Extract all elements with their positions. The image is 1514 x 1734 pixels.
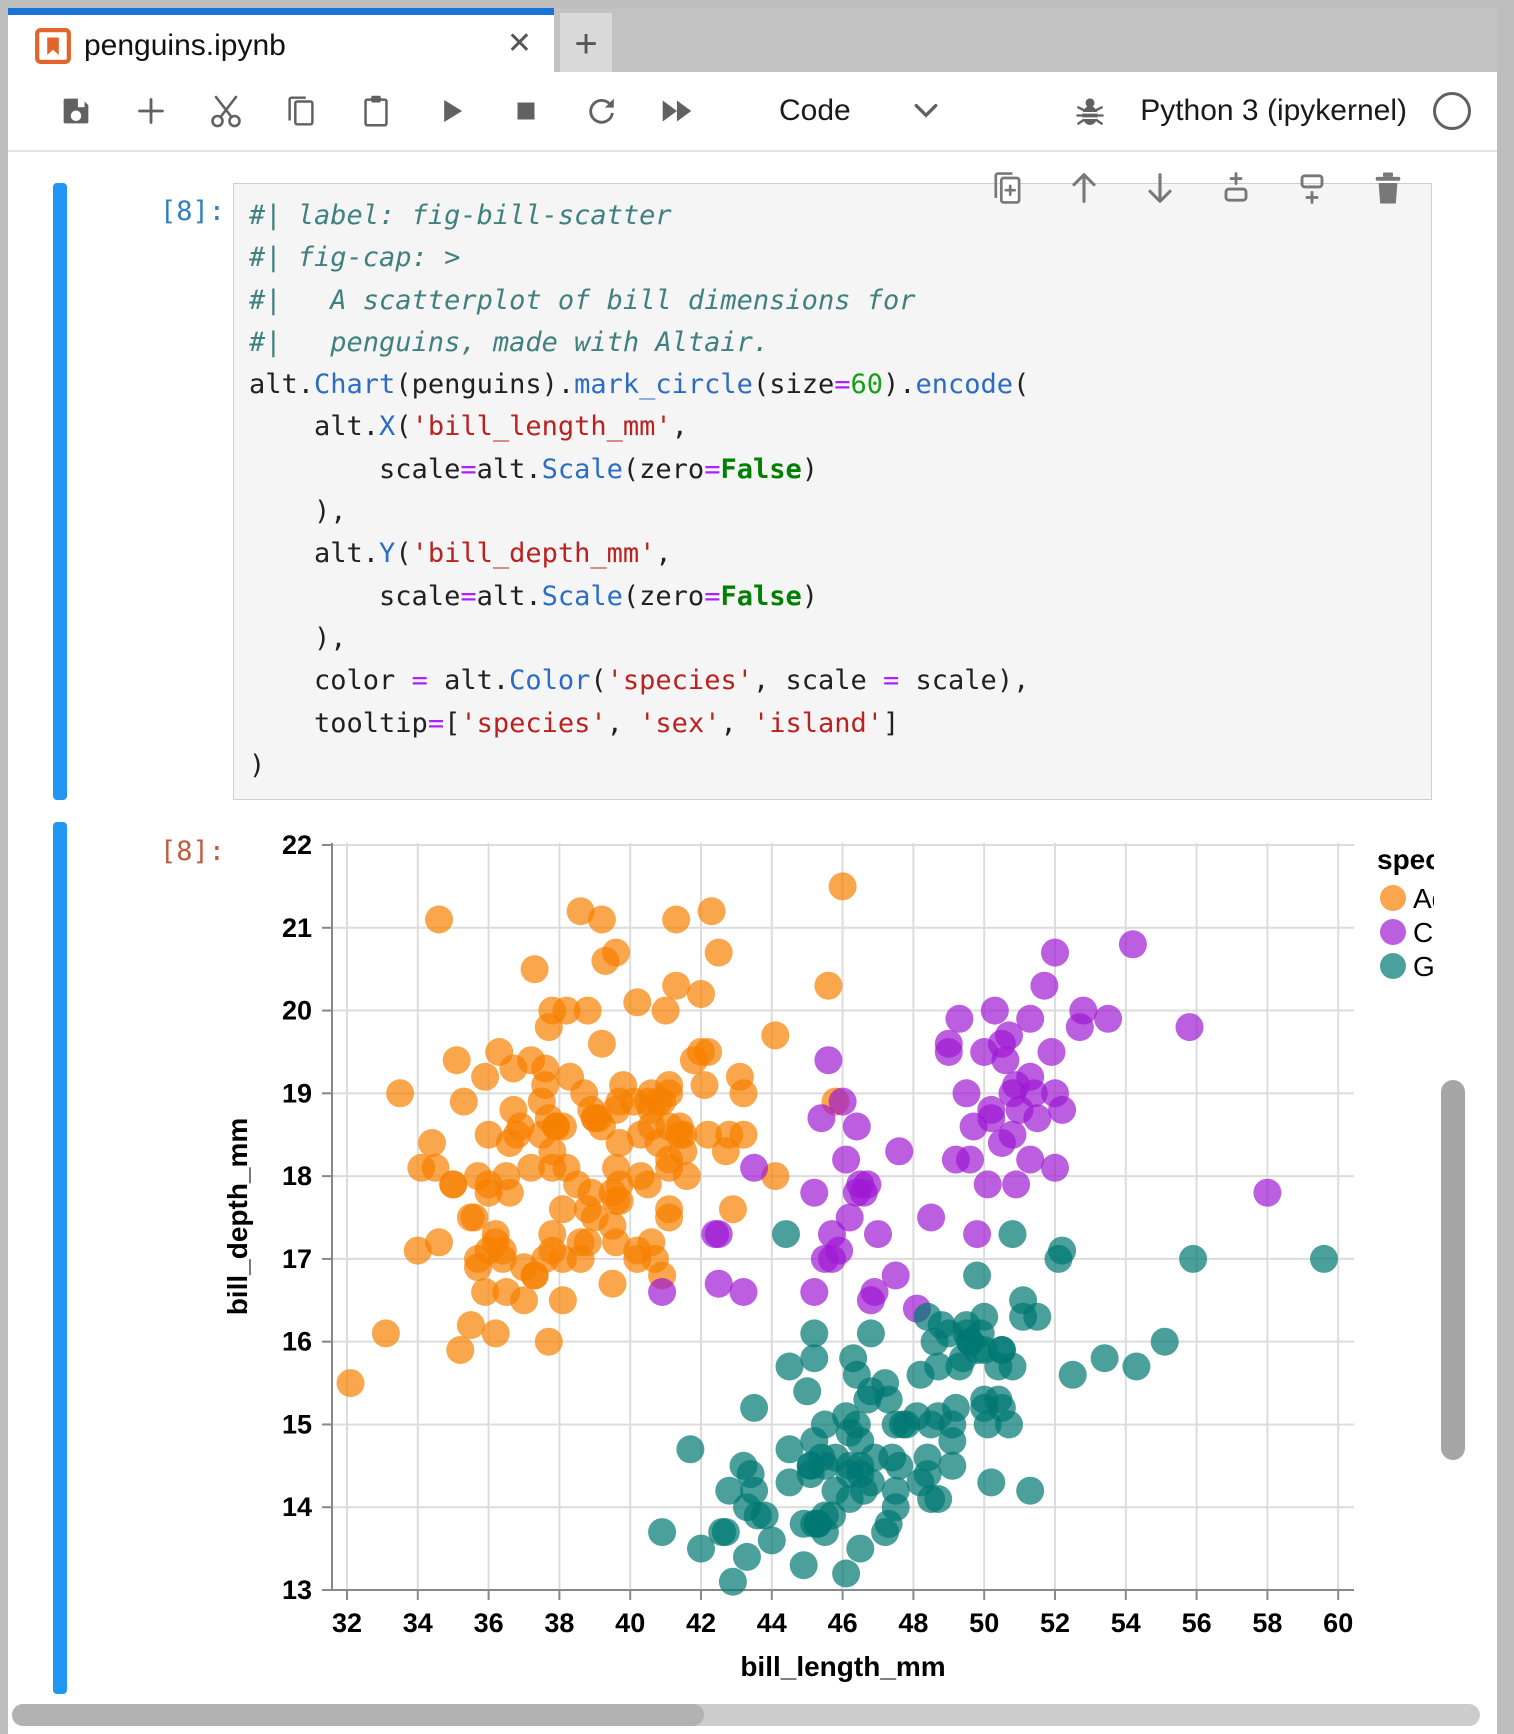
cell-collapser-output[interactable]: [53, 822, 67, 1694]
delete-cell-button[interactable]: [1368, 168, 1408, 208]
tab-title: penguins.ipynb: [84, 29, 286, 62]
chevron-down-icon[interactable]: [913, 101, 939, 121]
insert-cell-button[interactable]: [131, 91, 171, 131]
output-prompt: [8]:: [159, 836, 225, 867]
insert-cell-above-button[interactable]: [1216, 168, 1256, 208]
restart-run-all-button[interactable]: [656, 91, 696, 131]
move-cell-up-button[interactable]: [1064, 168, 1104, 208]
code-content: #| label: fig-bill-scatter #| fig-cap: > #…: [249, 200, 1030, 781]
duplicate-cell-button[interactable]: [988, 168, 1028, 208]
vertical-scrollbar-thumb[interactable]: [1441, 1080, 1465, 1460]
cell-toolbar: [988, 168, 1408, 208]
tab-bar: penguins.ipynb ✕ +: [8, 8, 1497, 75]
insert-cell-below-button[interactable]: [1292, 168, 1332, 208]
tab-penguins-ipynb[interactable]: penguins.ipynb ✕: [8, 8, 554, 72]
notebook-toolbar: Code Python 3 (ipykernel): [8, 72, 1497, 152]
restart-kernel-button[interactable]: [581, 91, 621, 131]
cell-collapser-code[interactable]: [53, 183, 67, 800]
bug-icon[interactable]: [1070, 91, 1110, 131]
close-icon[interactable]: ✕: [506, 27, 532, 60]
input-prompt: [8]:: [159, 196, 225, 227]
interrupt-kernel-button[interactable]: [506, 91, 546, 131]
kernel-status-icon: [1433, 92, 1471, 130]
save-button[interactable]: [56, 91, 96, 131]
new-tab-button[interactable]: +: [560, 13, 612, 75]
paste-cells-button[interactable]: [356, 91, 396, 131]
move-cell-down-button[interactable]: [1140, 168, 1180, 208]
copy-cells-button[interactable]: [281, 91, 321, 131]
run-cell-button[interactable]: [431, 91, 471, 131]
kernel-name[interactable]: Python 3 (ipykernel): [1140, 94, 1407, 127]
cut-cells-button[interactable]: [206, 91, 246, 131]
notebook-bookmark-icon: [34, 27, 72, 65]
active-tab-indicator: [8, 8, 554, 15]
cell-type-selector[interactable]: Code: [779, 94, 851, 127]
horizontal-scrollbar-thumb[interactable]: [12, 1704, 704, 1726]
code-cell-editor[interactable]: #| label: fig-bill-scatter #| fig-cap: > #…: [233, 183, 1432, 800]
